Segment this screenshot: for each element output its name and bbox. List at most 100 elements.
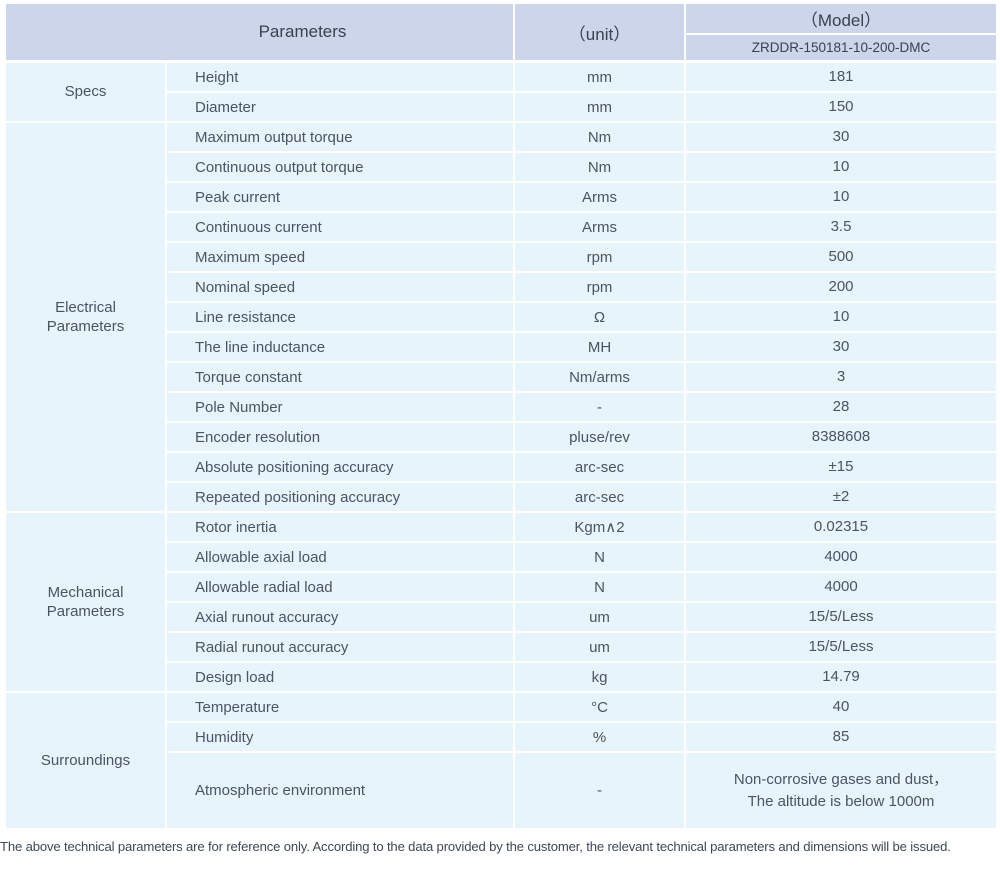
header-model: （Model） [684, 2, 998, 35]
table-row: Absolute positioning accuracy arc-sec ±15 [5, 451, 998, 483]
unit-cell: MH [513, 331, 686, 363]
table-row: Surroundings Temperature °C 40 [4, 691, 998, 830]
spec-table-body: Specs Height mm 181 Diameter mm 150 Electrical P… [4, 60, 998, 830]
unit-cell: arc-sec [513, 451, 686, 483]
value-cell: 8388608 [684, 421, 998, 453]
unit-cell: Arms [513, 211, 686, 243]
value-cell: 15/5/Less [684, 601, 998, 633]
value-cell: 3 [684, 361, 998, 393]
unit-cell: - [513, 391, 686, 423]
table-row: Allowable axial load N 4000 [5, 541, 998, 573]
param-name-cell: Humidity [165, 721, 515, 753]
footnote: The above technical parameters are for r… [0, 839, 951, 854]
table-row: Radial runout accuracy um 15/5/Less [5, 631, 998, 663]
table-row: Pole Number -28 [5, 391, 998, 423]
value-cell: 3.5 [684, 211, 998, 243]
unit-cell: arc-sec [513, 481, 686, 513]
unit-cell: pluse/rev [513, 421, 686, 453]
param-name-cell: Torque constant [165, 361, 515, 393]
table-row: Encoder resolution pluse/rev 8388608 [5, 421, 998, 453]
spec-sheet: Parameters （unit） （Model） ZRDDR-150181-1… [0, 2, 998, 854]
value-cell: 30 [684, 331, 998, 363]
unit-cell: Nm [513, 151, 686, 183]
header-parameters: Parameters [4, 2, 515, 63]
header-unit: （unit） [513, 2, 686, 63]
value-cell: 40 [684, 691, 998, 723]
value-cell: 0.02315 [684, 511, 998, 543]
unit-cell: % [513, 721, 686, 753]
value-cell: 200 [684, 271, 998, 303]
param-name-cell: Diameter [165, 91, 515, 123]
table-row: Nominal speed rpm 200 [5, 271, 998, 303]
value-cell: ±15 [684, 451, 998, 483]
param-name-cell: Repeated positioning accuracy [165, 481, 515, 513]
header-model-number: ZRDDR-150181-10-200-DMC [684, 33, 998, 63]
unit-cell: Nm/arms [513, 361, 686, 393]
table-row: Atmospheric environment - Non-corrosive ga… [5, 751, 998, 830]
value-cell: Non-corrosive gases and dust， The altitud… [684, 751, 998, 830]
unit-cell: Arms [513, 181, 686, 213]
param-name-cell: Line resistance [165, 301, 515, 333]
param-name-cell: Maximum output torque [165, 121, 515, 153]
param-name-cell: Height [165, 60, 515, 93]
unit-cell: °C [513, 691, 686, 723]
value-cell: 14.79 [684, 661, 998, 693]
table-row: Continuous output torque Nm 10 [5, 151, 998, 183]
value-cell: 150 [684, 91, 998, 123]
section-category: Electrical Parameters [4, 121, 167, 513]
unit-cell: N [513, 571, 686, 603]
param-name-cell: Absolute positioning accuracy [165, 451, 515, 483]
table-row: Allowable radial load N 4000 [5, 571, 998, 603]
table-row: The line inductance MH 30 [5, 331, 998, 363]
unit-cell: um [513, 601, 686, 633]
param-name-cell: Encoder resolution [165, 421, 515, 453]
table-header: Parameters （unit） （Model） ZRDDR-150181-1… [4, 2, 998, 63]
unit-cell: um [513, 631, 686, 663]
param-name-cell: Continuous output torque [165, 151, 515, 183]
table-row: Maximum speed rpm 500 [5, 241, 998, 273]
table-row: Design load kg 14.79 [5, 661, 998, 693]
table-row: Mechanical Parameters Rotor inertia Kgm∧2 0.… [4, 511, 998, 693]
param-name-cell: Rotor inertia [165, 511, 515, 543]
table-row: Repeated positioning accuracy arc-sec ±2 [5, 481, 998, 513]
value-cell: ±2 [684, 481, 998, 513]
table-row: Line resistance Ω 10 [5, 301, 998, 333]
table-row: Axial runout accuracy um 15/5/Less [5, 601, 998, 633]
value-cell: 181 [684, 60, 998, 93]
table-row: Specs Height mm 181 [4, 60, 998, 123]
value-cell: 4000 [684, 541, 998, 573]
value-cell: 500 [684, 241, 998, 273]
unit-cell: Nm [513, 121, 686, 153]
param-name-cell: Axial runout accuracy [165, 601, 515, 633]
table-row: Continuous current Arms 3.5 [5, 211, 998, 243]
value-cell: 28 [684, 391, 998, 423]
param-name-cell: Allowable axial load [165, 541, 515, 573]
param-name-cell: Temperature [165, 691, 515, 723]
spec-table: Parameters （unit） （Model） ZRDDR-150181-1… [4, 2, 998, 830]
value-cell: 10 [684, 151, 998, 183]
param-name-cell: Nominal speed [165, 271, 515, 303]
table-row: Torque constant Nm/arms 3 [5, 361, 998, 393]
unit-cell: rpm [513, 241, 686, 273]
unit-cell: kg [513, 661, 686, 693]
section-category: Mechanical Parameters [4, 511, 167, 693]
value-cell: 30 [684, 121, 998, 153]
unit-cell: Kgm∧2 [513, 511, 686, 543]
table-row: Diameter mm 150 [5, 91, 998, 123]
section-category: Specs [4, 60, 167, 123]
unit-cell: mm [513, 91, 686, 123]
param-name-cell: Peak current [165, 181, 515, 213]
value-cell: 85 [684, 721, 998, 753]
unit-cell: - [513, 751, 686, 830]
table-row: Peak current Arms 10 [5, 181, 998, 213]
unit-cell: rpm [513, 271, 686, 303]
table-row: Humidity% 85 [5, 721, 998, 753]
param-name-cell: Atmospheric environment [165, 751, 515, 830]
value-cell: 4000 [684, 571, 998, 603]
param-name-cell: The line inductance [165, 331, 515, 363]
unit-cell: N [513, 541, 686, 573]
param-name-cell: Design load [165, 661, 515, 693]
unit-cell: Ω [513, 301, 686, 333]
value-cell: 15/5/Less [684, 631, 998, 663]
value-cell: 10 [684, 301, 998, 333]
